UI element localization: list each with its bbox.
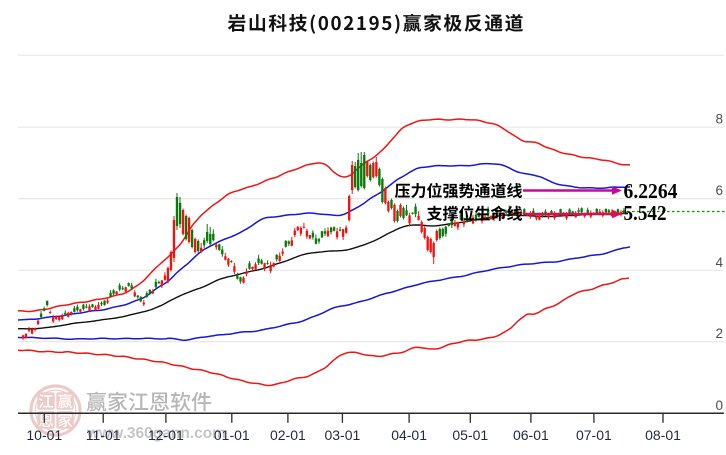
svg-text:02-01: 02-01 <box>270 427 306 443</box>
svg-text:12-01: 12-01 <box>148 427 184 443</box>
svg-text:8: 8 <box>715 112 723 127</box>
svg-text:06-01: 06-01 <box>513 427 549 443</box>
svg-text:5.542: 5.542 <box>624 201 667 225</box>
svg-text:0: 0 <box>715 398 723 413</box>
svg-text:6: 6 <box>715 183 723 198</box>
svg-text:05-01: 05-01 <box>452 427 488 443</box>
svg-text:2: 2 <box>715 326 723 341</box>
svg-text:01-01: 01-01 <box>214 427 250 443</box>
svg-text:10-01: 10-01 <box>26 427 62 443</box>
svg-text:07-01: 07-01 <box>576 427 612 443</box>
svg-text:www.360gann.com: www.360gann.com <box>86 425 226 442</box>
svg-text:03-01: 03-01 <box>324 427 360 443</box>
svg-text:6.2264: 6.2264 <box>624 179 678 203</box>
svg-text:11-01: 11-01 <box>86 427 121 443</box>
svg-text:08-01: 08-01 <box>645 427 681 443</box>
svg-text:04-01: 04-01 <box>391 427 427 443</box>
svg-text:4: 4 <box>715 255 723 270</box>
